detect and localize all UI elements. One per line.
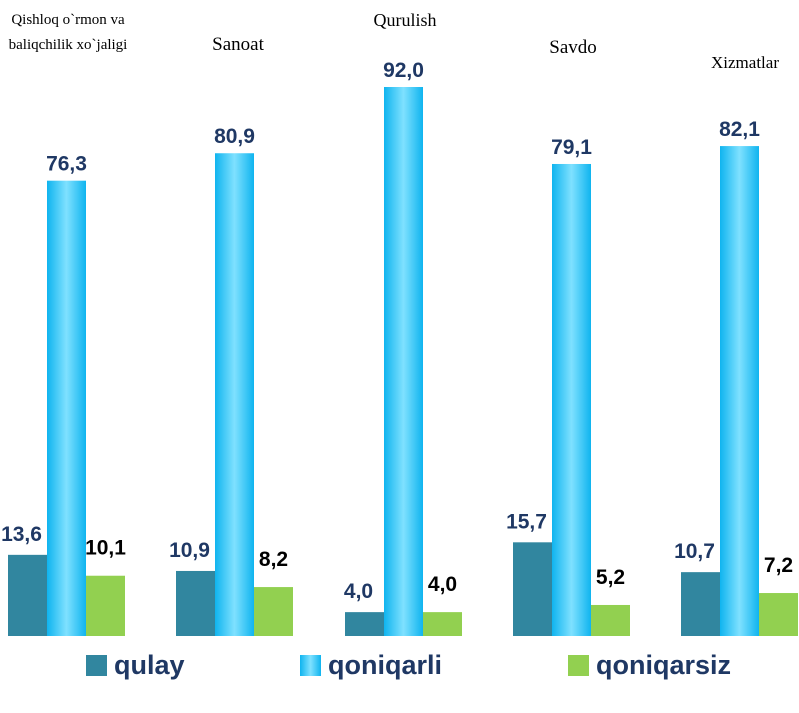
value-label: 10,9 bbox=[169, 539, 210, 562]
value-label: 10,7 bbox=[674, 540, 715, 563]
bar bbox=[591, 604, 630, 636]
category-label: Savdo bbox=[549, 37, 597, 58]
legend-swatch bbox=[300, 655, 321, 676]
bar bbox=[176, 570, 215, 636]
value-label: 80,9 bbox=[214, 125, 255, 148]
value-label: 4,0 bbox=[344, 580, 373, 603]
category-label: Qishloq o`rmon va baliqchilik xo`jaligi bbox=[8, 12, 128, 53]
bar bbox=[552, 163, 591, 636]
legend-swatch bbox=[568, 655, 589, 676]
value-label: 10,1 bbox=[85, 537, 126, 560]
category-label: Qurulish bbox=[373, 10, 437, 30]
legend-label: qoniqarsiz bbox=[596, 650, 731, 680]
value-label: 8,2 bbox=[259, 548, 288, 571]
bar bbox=[254, 587, 293, 636]
value-label: 79,1 bbox=[551, 136, 592, 159]
bar bbox=[423, 612, 462, 636]
legend-label: qoniqarli bbox=[328, 650, 442, 680]
value-label: 5,2 bbox=[596, 566, 625, 589]
value-label: 92,0 bbox=[383, 59, 424, 82]
category-label: Xizmatlar bbox=[711, 53, 779, 72]
bar bbox=[86, 575, 125, 636]
legend-label: qulay bbox=[114, 650, 185, 680]
value-label: 82,1 bbox=[719, 118, 760, 141]
bar bbox=[513, 542, 552, 636]
bar bbox=[215, 153, 254, 636]
value-label: 4,0 bbox=[428, 573, 457, 596]
category-label: Sanoat bbox=[212, 34, 264, 55]
bar bbox=[720, 146, 759, 636]
bar bbox=[8, 554, 47, 636]
bar bbox=[759, 593, 798, 636]
value-label: 15,7 bbox=[506, 510, 547, 533]
value-label: 76,3 bbox=[46, 153, 87, 176]
value-label: 13,6 bbox=[1, 523, 42, 546]
value-label: 7,2 bbox=[764, 554, 793, 577]
bar bbox=[681, 572, 720, 636]
bar bbox=[384, 87, 423, 636]
bar bbox=[345, 612, 384, 636]
bar bbox=[47, 180, 86, 636]
legend-swatch bbox=[86, 655, 107, 676]
